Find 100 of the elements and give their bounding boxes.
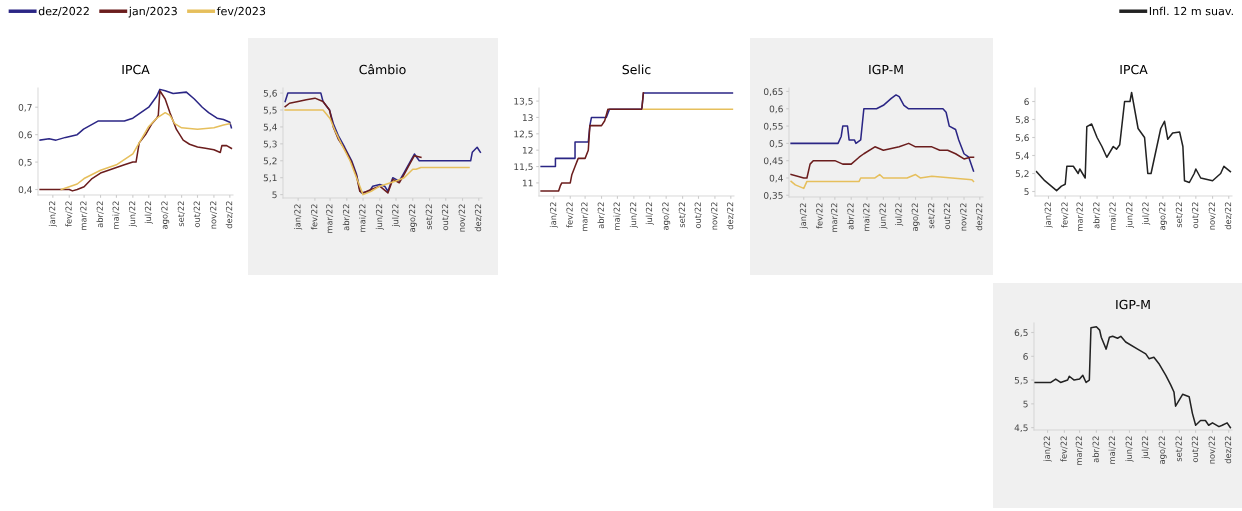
- line-series: [39, 89, 233, 192]
- y-tick-label: 13: [522, 114, 533, 122]
- x-tick-label: jul/22: [645, 202, 654, 226]
- y-tick-label: 5,2: [263, 157, 277, 166]
- x-tick-label: out/22: [943, 203, 951, 230]
- x-tick-label: set/22: [1175, 436, 1183, 462]
- y-tick-label: 5,4: [1015, 152, 1029, 160]
- x-tick-label: nov/22: [960, 203, 968, 231]
- x-tick-label: fev/22: [1060, 436, 1068, 462]
- x-tick-label: ago/22: [1158, 436, 1167, 464]
- chart-title: IPCA: [122, 64, 150, 75]
- x-tick-label: out/22: [193, 201, 201, 228]
- x-tick-label: fev/22: [566, 202, 574, 228]
- x-tick-label: mai/22: [613, 202, 621, 230]
- x-tick-label: out/22: [1191, 436, 1199, 463]
- y-tick-label: 5,2: [1015, 170, 1029, 178]
- x-tick-label: ago/22: [408, 204, 417, 232]
- chart-title: IGP-M: [1116, 299, 1150, 310]
- x-tick-label: dez/22: [726, 202, 734, 230]
- y-tick-label: 6: [1024, 98, 1029, 106]
- x-tick-label: jul/22: [1142, 202, 1151, 226]
- chart-title: Câmbio: [359, 64, 406, 75]
- legend-label: fev/2023: [216, 6, 266, 17]
- y-tick-label: 0,7: [18, 103, 32, 112]
- line-series: [790, 94, 975, 172]
- y-tick-label: 5,3: [263, 140, 277, 149]
- x-tick-label: fev/22: [310, 204, 318, 230]
- y-tick-label: 0,6: [769, 105, 783, 114]
- x-tick-label: dez/22: [474, 204, 482, 232]
- y-tick-label: 5: [272, 191, 277, 199]
- x-tick-label: abr/22: [1093, 202, 1101, 229]
- y-tick-label: 5,1: [263, 174, 277, 183]
- x-tick-label: out/22: [694, 202, 702, 229]
- y-tick-label: 0,4: [18, 186, 32, 194]
- line-series: [1034, 326, 1232, 429]
- x-tick-label: abr/22: [597, 202, 605, 229]
- y-tick-label: 5,6: [263, 89, 277, 98]
- y-tick-label: 5: [1023, 400, 1028, 408]
- line-series: [284, 109, 470, 196]
- x-tick-label: jan/22: [799, 203, 808, 229]
- x-tick-label: mai/22: [1109, 202, 1117, 230]
- line-series: [790, 142, 975, 179]
- y-tick-label: 5,5: [263, 106, 277, 115]
- x-tick-label: mai/22: [359, 204, 367, 232]
- x-tick-label: out/22: [1191, 202, 1199, 229]
- x-tick-label: jun/22: [1125, 202, 1135, 228]
- x-tick-label: set/22: [678, 202, 686, 228]
- y-tick-label: 0,5: [769, 140, 783, 148]
- y-tick-label: 11,5: [514, 163, 533, 172]
- x-tick-label: jun/22: [629, 202, 638, 228]
- x-tick-label: nov/22: [1208, 202, 1216, 230]
- y-tick-label: 6: [1023, 353, 1028, 360]
- x-tick-label: jun/22: [879, 203, 888, 229]
- line-series: [284, 97, 422, 194]
- chart-title: Selic: [622, 64, 651, 75]
- x-tick-label: mai/22: [1108, 436, 1116, 464]
- x-tick-label: ago/22: [161, 201, 170, 229]
- x-tick-label: mar/22: [1075, 436, 1083, 465]
- y-tick-label: 12: [522, 146, 533, 154]
- x-tick-label: abr/22: [96, 201, 104, 228]
- y-tick-label: 0,6: [18, 131, 32, 140]
- x-tick-label: jul/22: [895, 203, 904, 227]
- x-tick-label: jul/22: [1141, 436, 1150, 460]
- y-tick-label: 0,45: [763, 157, 783, 166]
- x-tick-label: set/22: [177, 201, 185, 227]
- x-tick-label: mar/22: [1076, 202, 1084, 231]
- x-tick-label: abr/22: [847, 203, 855, 230]
- x-tick-label: mar/22: [581, 202, 589, 231]
- x-tick-label: jul/22: [144, 201, 153, 225]
- y-tick-label: 4,5: [1014, 424, 1028, 433]
- x-tick-label: ago/22: [662, 202, 671, 230]
- x-tick-label: fev/22: [65, 201, 73, 227]
- y-tick-label: 11: [522, 179, 533, 187]
- x-tick-label: jun/22: [1125, 436, 1134, 462]
- x-tick-label: nov/22: [210, 201, 217, 229]
- legend-label: dez/2022: [38, 6, 89, 17]
- x-tick-label: nov/22: [1208, 436, 1216, 464]
- chart-title: IGP-M: [869, 64, 903, 75]
- y-tick-label: 5: [1024, 188, 1029, 196]
- y-tick-label: 5,6: [1015, 134, 1029, 142]
- x-tick-label: mai/22: [862, 203, 871, 231]
- x-tick-label: jun/22: [375, 204, 384, 230]
- line-series: [790, 173, 975, 190]
- line-series: [284, 92, 482, 194]
- x-tick-label: jul/22: [391, 204, 401, 228]
- x-tick-label: dez/22: [1224, 436, 1232, 464]
- line-series: [39, 88, 233, 141]
- x-tick-label: mar/22: [80, 201, 88, 230]
- x-tick-label: mar/22: [830, 203, 838, 232]
- x-tick-label: nov/22: [711, 202, 718, 230]
- x-tick-label: set/22: [1175, 202, 1183, 228]
- x-tick-label: dez/22: [1224, 202, 1232, 230]
- y-tick-label: 0,65: [763, 88, 783, 96]
- y-tick-label: 5,5: [1014, 376, 1028, 385]
- x-tick-label: set/22: [927, 203, 935, 229]
- x-tick-label: abr/22: [1092, 436, 1100, 463]
- y-tick-label: 0,4: [769, 174, 783, 183]
- line-series: [540, 92, 645, 192]
- x-tick-label: ago/22: [1159, 202, 1167, 230]
- x-tick-label: abr/22: [342, 204, 350, 231]
